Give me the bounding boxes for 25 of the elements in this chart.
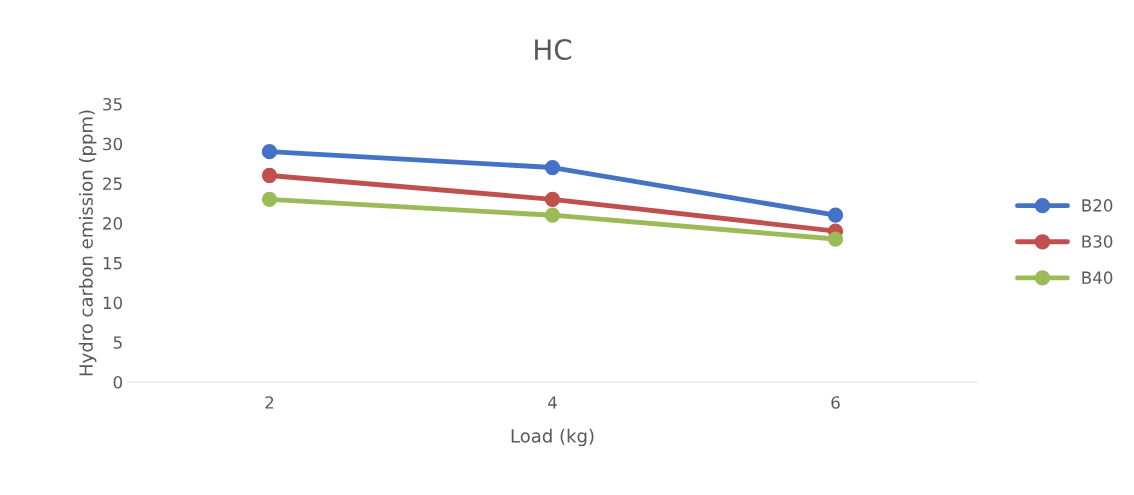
point — [827, 207, 844, 223]
point — [544, 159, 561, 176]
legend-label: B20 — [1082, 199, 1113, 212]
point — [544, 191, 561, 207]
x-tick-label: 4 — [548, 396, 557, 409]
point — [544, 207, 561, 223]
chart-title: HC — [535, 39, 572, 61]
y-tick-label: 10 — [103, 296, 123, 310]
y-tick-label: 0 — [113, 375, 123, 389]
y-tick-label: 30 — [103, 137, 123, 151]
x-tick-label: 6 — [831, 396, 840, 409]
y-axis-title: Hydro carbon emission (ppm) — [78, 110, 97, 376]
y-tick-label: 15 — [103, 257, 122, 270]
point — [261, 144, 278, 160]
legend-label: B30 — [1082, 235, 1113, 248]
y-tick-label: 35 — [103, 97, 122, 111]
point — [261, 191, 278, 207]
legend-label: B40 — [1082, 271, 1113, 284]
y-tick-label: 5 — [113, 336, 122, 349]
x-axis-title: Load (kg) — [511, 428, 594, 447]
point — [261, 167, 278, 184]
y-tick-label: 25 — [103, 177, 122, 190]
point — [827, 231, 844, 247]
x-tick-label: 2 — [265, 396, 274, 409]
y-tick-label: 20 — [103, 217, 123, 230]
